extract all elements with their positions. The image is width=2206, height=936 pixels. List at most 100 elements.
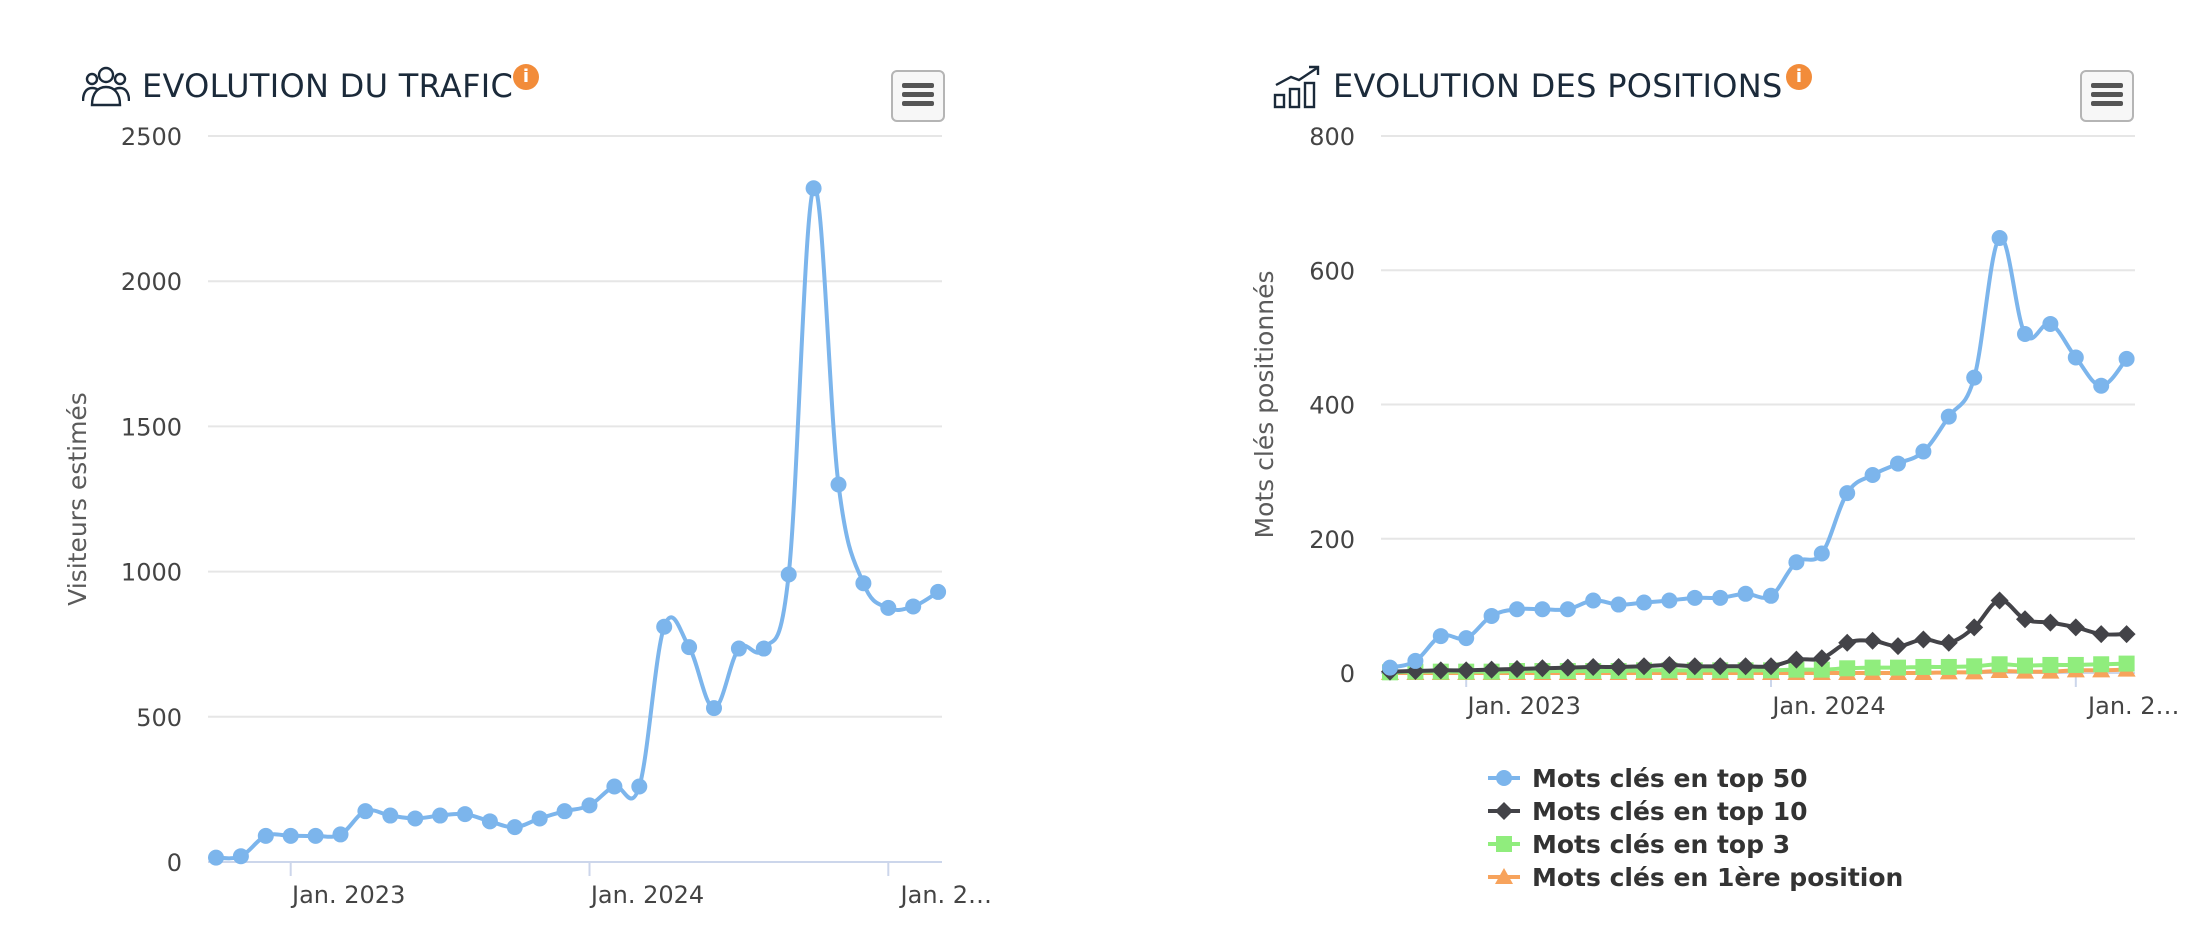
- data-point: [2066, 618, 2085, 637]
- data-point: [1940, 408, 1957, 425]
- data-point: [1991, 656, 2008, 673]
- positions-title-text: EVOLUTION DES POSITIONS: [1333, 67, 1783, 105]
- data-point: [1737, 585, 1754, 602]
- legend-label: Mots clés en top 50: [1532, 764, 1808, 793]
- data-point: [755, 640, 772, 657]
- data-point: [1812, 649, 1831, 668]
- data-point: [2042, 656, 2059, 673]
- legend-label: Mots clés en 1ère position: [1532, 863, 1903, 892]
- data-point: [1890, 455, 1906, 472]
- data-point: [1788, 661, 1805, 678]
- data-point: [2067, 349, 2084, 366]
- legend-label: Mots clés en top 3: [1532, 830, 1790, 859]
- data-point: [830, 476, 847, 493]
- y-axis-title: Mots clés positionnés: [1250, 271, 1279, 539]
- data-point: [1787, 650, 1806, 669]
- hamburger-menu-icon: [2091, 83, 2123, 88]
- data-point: [1889, 637, 1907, 656]
- data-point: [382, 807, 399, 824]
- data-point: [1635, 657, 1653, 676]
- y-tick-label: 2500: [121, 123, 182, 151]
- data-point: [232, 848, 249, 865]
- data-point: [2093, 656, 2110, 673]
- data-point: [1457, 661, 1476, 680]
- data-point: [1509, 601, 1525, 618]
- data-point: [1813, 661, 1830, 678]
- data-point: [880, 599, 897, 616]
- legend-marker: [1496, 770, 1512, 786]
- data-point: [1534, 601, 1551, 618]
- data-point: [1533, 659, 1552, 678]
- data-point: [1813, 545, 1830, 562]
- data-point: [531, 810, 548, 827]
- info-icon[interactable]: i: [513, 64, 539, 90]
- data-point: [1990, 591, 2009, 610]
- data-point: [1458, 630, 1475, 647]
- data-point: [481, 813, 498, 830]
- y-tick-label: 800: [1309, 123, 1355, 151]
- data-point: [1636, 594, 1652, 611]
- data-point: [332, 826, 349, 843]
- data-point: [1914, 630, 1933, 649]
- y-tick-label: 600: [1309, 257, 1355, 285]
- data-point: [2067, 656, 2084, 673]
- data-point: [2117, 625, 2136, 644]
- legend-marker: [1496, 836, 1512, 852]
- data-point: [1839, 660, 1856, 677]
- data-point: [1609, 657, 1628, 676]
- data-point: [432, 807, 449, 824]
- data-point: [1559, 601, 1576, 618]
- data-point: [656, 618, 673, 635]
- data-point: [581, 797, 598, 814]
- traffic-chart-menu-button[interactable]: [891, 70, 945, 122]
- legend-marker: [1495, 868, 1513, 884]
- positions-chart-menu-button[interactable]: [2080, 70, 2134, 122]
- data-point: [1839, 485, 1856, 502]
- data-point: [1915, 658, 1932, 675]
- positions-chart: 0 200 400 600 800 Jan. 2023 Jan. 2024 Jan. 2… Mo…: [1250, 123, 2180, 892]
- data-point: [1762, 657, 1780, 676]
- y-tick-label: 1000: [121, 559, 182, 587]
- y-tick-label: 400: [1309, 392, 1355, 420]
- data-point: [208, 849, 224, 866]
- positions-panel: EVOLUTION DES POSITIONS i 0 200 400 600 800 J…: [1103, 0, 2206, 936]
- x-tick-label: Jan. 2024: [1770, 692, 1885, 720]
- legend-marker: [1495, 802, 1513, 820]
- data-point: [1939, 633, 1958, 652]
- data-point: [681, 639, 698, 656]
- positions-title: EVOLUTION DES POSITIONS: [1273, 62, 1783, 110]
- data-point: [2016, 610, 2034, 629]
- data-point: [2041, 613, 2060, 632]
- data-point: [1915, 443, 1932, 460]
- data-point: [706, 700, 722, 717]
- series-line: [1389, 236, 2129, 670]
- data-point: [2092, 625, 2111, 644]
- legend-label: Mots clés en top 10: [1532, 797, 1808, 826]
- series-line: [215, 185, 940, 861]
- info-icon[interactable]: i: [1786, 64, 1812, 90]
- data-point: [2042, 315, 2059, 332]
- data-point: [1508, 659, 1526, 678]
- x-tick-label: Jan. 2023: [290, 881, 405, 909]
- y-tick-label: 500: [136, 704, 182, 732]
- data-point: [631, 778, 648, 795]
- traffic-title: EVOLUTION DU TRAFIC: [82, 62, 513, 110]
- data-point: [805, 180, 822, 197]
- x-tick-label: Jan. 2023: [1466, 692, 1581, 720]
- traffic-chart: 0 500 1000 1500 2000 2500 Jan. 2023 Jan. 2024 Ja…: [63, 123, 992, 909]
- data-point: [1711, 657, 1730, 676]
- data-point: [1966, 369, 1983, 386]
- data-point: [1558, 658, 1577, 677]
- data-point: [1585, 592, 1602, 609]
- data-point: [855, 575, 872, 592]
- data-point: [1965, 618, 1984, 637]
- data-point: [2017, 326, 2033, 343]
- data-point: [407, 810, 424, 827]
- data-point: [2118, 655, 2135, 672]
- data-point: [282, 827, 299, 844]
- data-point: [905, 598, 922, 615]
- data-point: [1407, 652, 1424, 669]
- data-point: [1483, 607, 1500, 624]
- data-point: [1432, 628, 1449, 645]
- data-point: [307, 827, 324, 844]
